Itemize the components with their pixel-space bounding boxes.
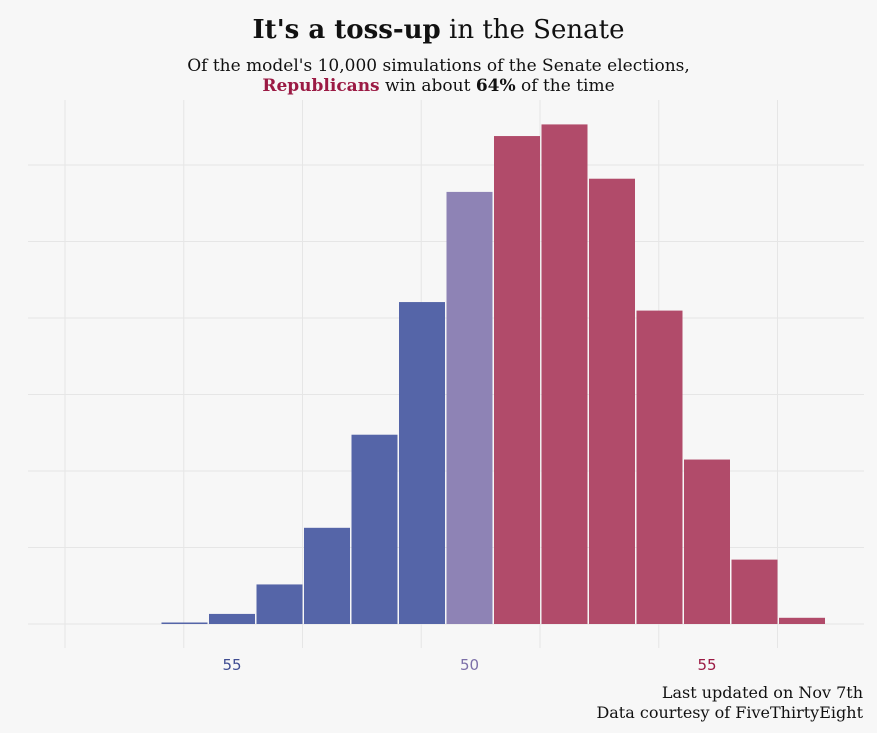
histogram-bar xyxy=(731,559,778,624)
x-axis-ticks: 55 50 55 xyxy=(222,656,716,674)
footer-data-source: Data courtesy of FiveThirtyEight xyxy=(596,703,863,722)
histogram-bar xyxy=(304,527,350,624)
footer-last-updated: Last updated on Nov 7th xyxy=(661,683,863,702)
subtitle-line-2: Republicans win about 64% of the time xyxy=(0,76,877,96)
histogram-bar xyxy=(684,459,730,624)
x-tick-label: 50 xyxy=(460,656,479,674)
chart-title: It's a toss-up in the Senate xyxy=(0,15,877,45)
histogram-bar xyxy=(446,191,493,625)
subtitle-mid: win about xyxy=(379,76,476,96)
histogram-bar xyxy=(779,617,825,624)
subtitle-republicans: Republicans xyxy=(262,76,380,96)
subtitle-line-1: Of the model's 10,000 simulations of the… xyxy=(187,56,690,76)
histogram-bar xyxy=(209,613,255,624)
subtitle-end: of the time xyxy=(515,76,615,96)
title-rest: in the Senate xyxy=(440,15,625,45)
histogram-bar xyxy=(256,584,303,624)
histogram-bar xyxy=(161,622,208,624)
histogram-bar xyxy=(541,124,588,625)
x-tick-label: 55 xyxy=(222,656,241,674)
title-bold: It's a toss-up xyxy=(252,15,441,45)
histogram-bar xyxy=(351,434,398,624)
subtitle-percent: 64% xyxy=(475,76,516,96)
histogram-bar xyxy=(399,302,445,624)
histogram-bars xyxy=(161,124,825,625)
x-tick-label: 55 xyxy=(697,656,716,674)
histogram-bar xyxy=(589,178,635,624)
histogram-bar xyxy=(636,310,683,624)
histogram-bar xyxy=(494,136,540,625)
